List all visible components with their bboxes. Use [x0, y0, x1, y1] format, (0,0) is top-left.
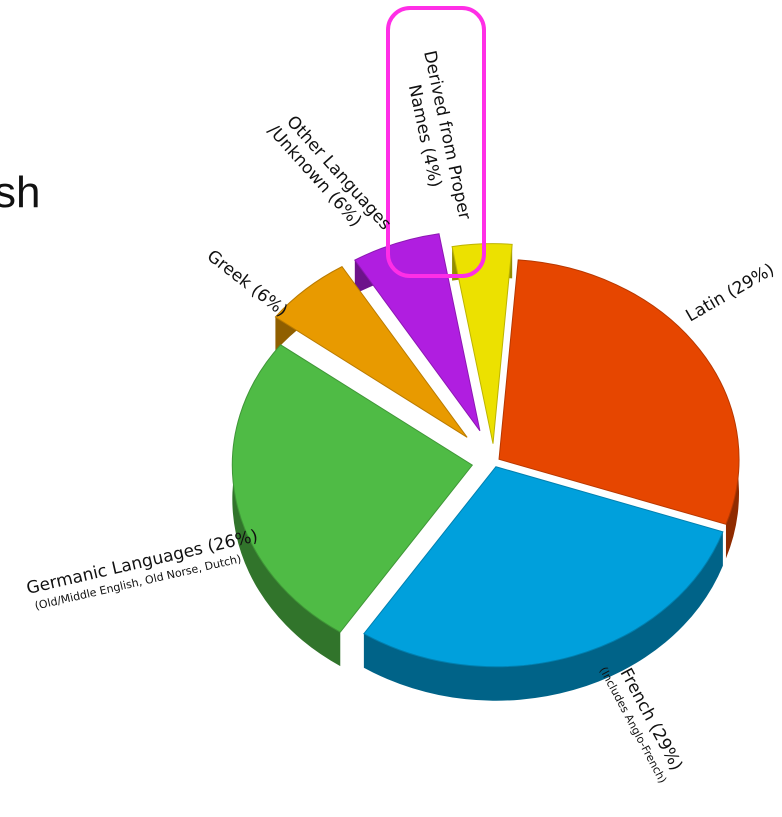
label-group-other: Other Languages /Unknown (6%)	[263, 112, 395, 234]
pie-tops	[231, 233, 740, 668]
slice-other	[354, 233, 481, 432]
label-latin: Latin (29%)	[683, 260, 778, 327]
cut-off-title: sh	[0, 168, 41, 217]
slice-germanic-side	[232, 344, 341, 667]
highlight-box	[386, 6, 486, 278]
pie-slices	[231, 233, 740, 701]
slice-latin	[498, 259, 740, 525]
slice-french	[363, 466, 724, 668]
label-greek: Greek (6%)	[203, 246, 291, 321]
slice-greek	[274, 265, 468, 438]
label-group-proper: Derived from Proper Names (4%)	[404, 49, 475, 222]
label-group-germanic: Germanic Languages (26%) (Old/Middle Eng…	[25, 526, 260, 612]
slice-germanic	[231, 344, 474, 633]
slice-french-side	[363, 531, 723, 701]
label-group-french: French (29%) (Includes Anglo-French)	[597, 665, 687, 786]
